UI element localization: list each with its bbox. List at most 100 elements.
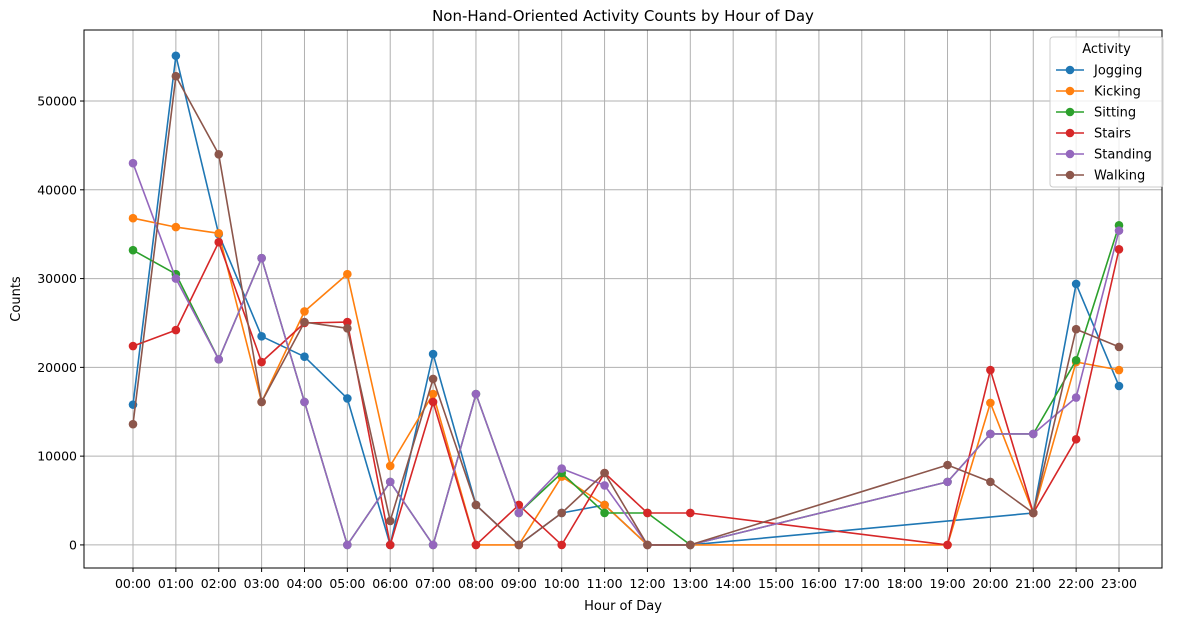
data-point: [343, 323, 352, 333]
series-line: [132, 75, 1120, 546]
x-tick-label: 15:00: [758, 576, 794, 591]
data-point: [1114, 342, 1124, 352]
legend-item-stairs: Stairs: [1056, 127, 1131, 142]
data-point: [171, 71, 181, 81]
data-point: [385, 461, 395, 471]
data-point: [471, 500, 481, 510]
data-point: [257, 331, 266, 341]
y-tick-label: 40000: [37, 182, 77, 197]
data-point: [428, 349, 438, 359]
plot-frame: [83, 29, 1163, 569]
x-tick-label: 06:00: [372, 576, 408, 591]
series-line: [132, 54, 1120, 546]
data-point: [471, 540, 481, 550]
data-point: [1071, 324, 1081, 334]
series-jogging: [128, 51, 1124, 550]
x-tick-label: 03:00: [244, 576, 280, 591]
legend-label: Kicking: [1094, 85, 1141, 100]
legend-item-kicking: Kicking: [1056, 85, 1141, 100]
data-point: [600, 468, 609, 478]
data-point: [557, 464, 566, 473]
data-point: [986, 429, 995, 439]
y-tick-label: 10000: [37, 449, 77, 464]
x-tick-label: 20:00: [972, 576, 1008, 591]
data-point: [1114, 226, 1124, 235]
series-walking: [128, 71, 1124, 550]
series-line: [132, 162, 1120, 546]
data-point: [214, 229, 224, 238]
data-point: [986, 477, 995, 487]
data-point: [686, 508, 695, 518]
data-point: [943, 460, 952, 470]
x-tick-label: 12:00: [629, 576, 665, 591]
x-tick-label: 23:00: [1101, 576, 1137, 591]
data-point: [300, 307, 309, 316]
legend-item-jogging: Jogging: [1056, 64, 1142, 79]
data-point: [385, 540, 395, 550]
legend-label: Jogging: [1093, 64, 1142, 79]
y-axis-label: Counts: [9, 276, 24, 322]
data-point: [128, 341, 138, 351]
y-tick-label: 30000: [37, 271, 77, 286]
data-point: [986, 365, 995, 375]
legend-marker: [1065, 170, 1075, 180]
data-point: [514, 540, 524, 550]
x-tick-label: 18:00: [887, 576, 923, 591]
x-tick-label: 09:00: [501, 576, 537, 591]
data-point: [128, 158, 138, 168]
data-point: [1114, 381, 1124, 391]
legend-marker: [1065, 107, 1075, 117]
x-tick-label: 04:00: [286, 576, 322, 591]
x-axis-label: Hour of Day: [584, 599, 662, 614]
grid: [84, 30, 1162, 568]
data-point: [686, 540, 695, 550]
data-point: [257, 357, 266, 367]
y-tick-label: 0: [69, 537, 77, 552]
data-point: [171, 274, 181, 283]
data-point: [643, 508, 652, 518]
data-point: [1071, 393, 1081, 402]
data-point: [385, 477, 395, 487]
data-point: [1114, 365, 1124, 375]
data-point: [600, 508, 609, 518]
data-point: [171, 222, 181, 232]
data-point: [214, 355, 224, 364]
series-line: [132, 217, 1120, 546]
x-tick-label: 21:00: [1015, 576, 1051, 591]
data-point: [300, 397, 309, 407]
data-point: [214, 237, 224, 247]
data-point: [514, 508, 524, 518]
data-point: [257, 253, 266, 263]
data-point: [1028, 508, 1038, 518]
x-tick-label: 10:00: [544, 576, 580, 591]
data-point: [1071, 434, 1081, 444]
series-line: [132, 225, 1120, 546]
y-tick-label: 20000: [37, 360, 77, 375]
legend-box: [1049, 36, 1164, 188]
x-tick-label: 19:00: [930, 576, 966, 591]
series-standing: [128, 158, 1124, 550]
x-tick-label: 05:00: [329, 576, 365, 591]
x-tick-label: 11:00: [587, 576, 623, 591]
legend-title: Activity: [1082, 42, 1131, 57]
legend-marker: [1065, 128, 1075, 138]
legend: Activity Jogging Kicking Sitting Stairs Stan…: [1049, 36, 1164, 188]
legend-marker: [1065, 149, 1075, 159]
data-point: [343, 394, 352, 403]
data-point: [943, 477, 952, 487]
chart-title: Non-Hand-Oriented Activity Counts by Hou…: [432, 7, 814, 25]
legend-item-standing: Standing: [1056, 148, 1152, 163]
data-point: [428, 374, 438, 384]
data-point: [343, 269, 352, 279]
data-point: [1028, 429, 1038, 439]
data-point: [343, 540, 352, 550]
data-point: [171, 325, 181, 335]
data-point: [643, 540, 652, 550]
x-tick-label: 00:00: [115, 576, 151, 591]
data-point: [600, 481, 609, 490]
data-point: [471, 389, 481, 399]
data-point: [300, 352, 309, 362]
legend-marker: [1065, 65, 1075, 75]
legend-label: Sitting: [1094, 106, 1136, 121]
